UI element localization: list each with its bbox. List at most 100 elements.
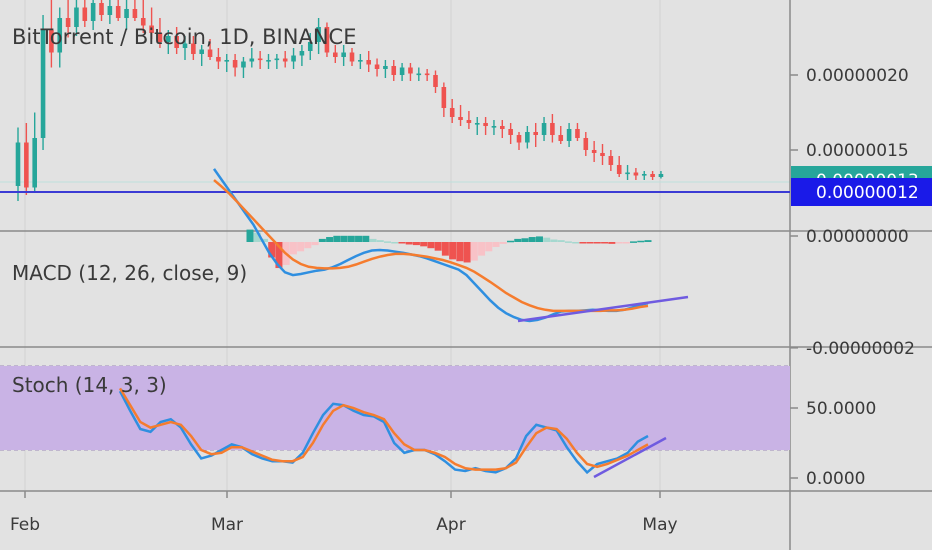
candle-body [374, 64, 380, 69]
candle-body [307, 42, 313, 51]
macd-histogram-bar [369, 238, 377, 242]
stoch-tick-label: 0.0000 [806, 469, 865, 489]
macd-histogram-bar [485, 242, 493, 252]
macd-histogram-bar [420, 242, 428, 247]
candle-body [74, 7, 79, 27]
macd-histogram-bar [586, 242, 594, 244]
candle-body [266, 60, 271, 62]
price-tag-box [791, 178, 932, 206]
macd-histogram-bar [478, 242, 486, 256]
macd-histogram-bar [405, 242, 413, 245]
macd-histogram-bar [630, 241, 638, 243]
macd-histogram-bar [427, 242, 435, 249]
candle-body [257, 58, 263, 61]
candle-body [516, 135, 522, 143]
price-scale[interactable]: 0.00000020 0.00000015 0.00000000 -0.0000000… [790, 66, 915, 489]
candle-body [174, 36, 179, 48]
candle-body [316, 27, 321, 42]
candle-body [433, 75, 438, 87]
candle-body [349, 52, 355, 62]
macd-histogram-bar [514, 238, 522, 242]
macd-tick-label: -0.00000002 [806, 339, 915, 359]
candle-body [458, 117, 463, 120]
price-tags: 0.000000130.00000012 [791, 166, 932, 206]
macd-histogram-bar [637, 240, 645, 243]
candle-body [107, 6, 113, 15]
candle-body [15, 142, 21, 186]
macd-histogram-bar [615, 242, 623, 244]
time-tick-label: Mar [211, 515, 243, 535]
candle-body [591, 150, 597, 153]
candle-body [282, 58, 288, 62]
macd-histogram [246, 229, 652, 269]
candle-body [166, 36, 171, 42]
macd-histogram-bar [557, 240, 565, 242]
macd-histogram-bar [507, 240, 515, 243]
candle-body [575, 129, 580, 138]
stoch-k-line [118, 390, 649, 475]
candle-body [82, 7, 88, 21]
candle-body [533, 132, 538, 135]
candle-body [291, 55, 296, 62]
candle-body [191, 43, 196, 54]
candle-body [558, 135, 564, 141]
candle-body [625, 172, 630, 175]
macd-histogram-bar [355, 235, 363, 242]
time-tick-label: Feb [10, 515, 40, 535]
candle-body [140, 18, 146, 26]
candle-body [566, 129, 572, 141]
candle-body [583, 138, 589, 150]
stoch-d-line [118, 387, 649, 471]
candle-body [416, 73, 422, 76]
macd-histogram-bar [275, 242, 283, 269]
candle-body [232, 60, 238, 68]
candle-body [324, 27, 330, 53]
macd-histogram-bar [564, 241, 572, 243]
candle-body [274, 58, 280, 61]
candle-body [224, 60, 230, 62]
macd-histogram-bar [383, 241, 391, 243]
candle-body [483, 123, 488, 126]
macd-histogram-bar [246, 229, 254, 242]
macd-label: MACD (12, 26, close, 9) [12, 261, 247, 285]
macd-histogram-bar [253, 232, 261, 242]
macd-histogram-bar [347, 235, 355, 242]
macd-trendline[interactable] [517, 295, 689, 323]
stoch-trendline[interactable] [593, 436, 667, 479]
chart-title: BitTorrent / Bitcoin, 1D, BINANCE [12, 25, 356, 49]
candle-body [474, 123, 480, 125]
candle-body [207, 49, 213, 57]
time-tick-label: May [642, 515, 677, 535]
macd-histogram-bar [434, 242, 442, 251]
macd-histogram-bar [304, 242, 312, 249]
macd-histogram-bar [268, 242, 276, 258]
candle-body [40, 30, 46, 138]
candle-body [491, 126, 497, 128]
price-tick-label: 0.00000015 [806, 141, 909, 161]
macd-histogram-bar [362, 235, 370, 242]
macd-histogram-bar [550, 239, 558, 242]
candle-body [525, 132, 530, 143]
macd-tick-label: 0.00000000 [806, 227, 909, 247]
time-axis[interactable]: Feb Mar Apr May [10, 491, 678, 535]
macd-histogram-bar [644, 240, 652, 242]
macd-histogram-bar [441, 242, 449, 256]
candle-body [115, 6, 121, 18]
price-tick-label: 0.00000020 [806, 66, 909, 86]
macd-histogram-bar [470, 242, 478, 261]
macd-histogram-bar [449, 242, 457, 260]
candle-body [441, 87, 447, 108]
macd-histogram-bar [593, 242, 601, 244]
candle-body [99, 3, 104, 15]
macd-histogram-bar [456, 242, 464, 262]
macd-histogram-bar [463, 242, 471, 263]
macd-histogram-bar [499, 242, 507, 244]
candle-body [449, 108, 455, 117]
stoch-label: Stoch (14, 3, 3) [12, 373, 167, 397]
candle-body [650, 174, 655, 177]
macd-histogram-bar [398, 242, 406, 244]
candle-body [466, 120, 472, 123]
candle-body [241, 61, 246, 68]
